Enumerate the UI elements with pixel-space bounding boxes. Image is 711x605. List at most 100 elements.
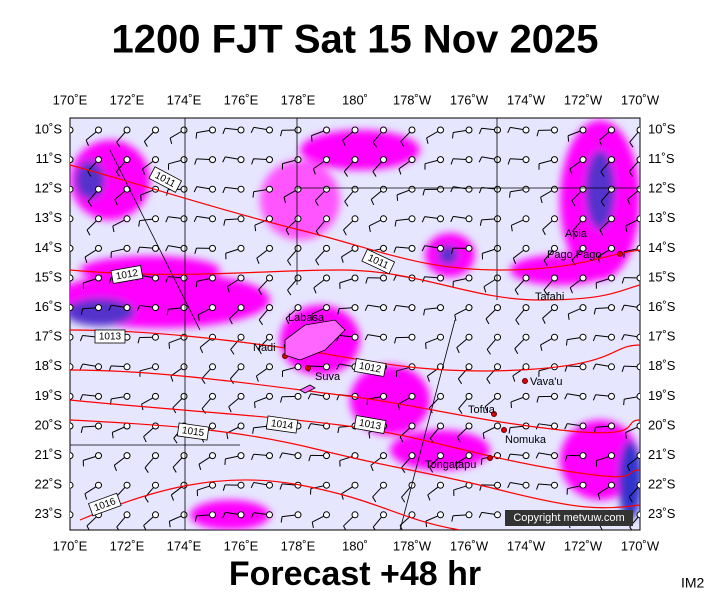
- wind-station: [580, 127, 586, 133]
- wind-station: [637, 453, 643, 459]
- lat-label: 10˚S: [35, 121, 63, 136]
- wind-station: [238, 512, 244, 518]
- wind-station: [295, 275, 301, 281]
- wind-station: [580, 423, 586, 429]
- place-name: Tafahi: [535, 291, 564, 303]
- wind-station: [324, 127, 330, 133]
- wind-station: [295, 393, 301, 399]
- wind-station: [67, 186, 73, 192]
- lat-label: 17˚S: [35, 329, 63, 344]
- wind-station: [210, 245, 216, 251]
- wind-station: [181, 157, 187, 163]
- wind-station: [124, 482, 130, 488]
- copyright: Copyright metvuw.com: [513, 512, 624, 524]
- wind-station: [210, 157, 216, 163]
- wind-station: [210, 512, 216, 518]
- lon-label: 176˚W: [450, 538, 489, 553]
- wind-barb-feather: [56, 522, 57, 528]
- footer: Forecast +48 hr: [229, 555, 481, 593]
- wind-station: [267, 541, 273, 547]
- wind-station: [181, 453, 187, 459]
- wind-station: [409, 305, 415, 311]
- wind-station: [153, 334, 159, 340]
- wind-station: [466, 305, 472, 311]
- wind-station: [67, 216, 73, 222]
- wind-station: [324, 364, 330, 370]
- wind-station: [124, 186, 130, 192]
- wind-station: [438, 453, 444, 459]
- wind-station: [181, 364, 187, 370]
- wind-station: [580, 186, 586, 192]
- wind-station: [267, 275, 273, 281]
- wind-station: [267, 482, 273, 488]
- lon-label: 178˚E: [281, 92, 316, 107]
- lat-label: 14˚S: [35, 240, 63, 255]
- lon-label: 172˚W: [564, 538, 603, 553]
- wind-barb-feather: [426, 343, 427, 349]
- wind-station: [637, 275, 643, 281]
- lon-label: 172˚E: [110, 538, 145, 553]
- wind-station: [495, 541, 501, 547]
- wind-station: [381, 541, 387, 547]
- wind-station: [352, 512, 358, 518]
- lat-label: 18˚S: [648, 358, 676, 373]
- wind-station: [466, 186, 472, 192]
- wind-station: [409, 186, 415, 192]
- place-dot: [502, 428, 507, 433]
- wind-barb-feather: [59, 260, 62, 265]
- wind-station: [523, 157, 529, 163]
- wind-station: [609, 305, 615, 311]
- wind-station: [124, 216, 130, 222]
- wind-station: [238, 423, 244, 429]
- wind-barb-feather: [629, 556, 632, 561]
- wind-station: [523, 186, 529, 192]
- wind-station: [181, 216, 187, 222]
- wind-station: [495, 275, 501, 281]
- wind-station: [381, 512, 387, 518]
- lon-label: 180˚: [342, 538, 368, 553]
- wind-station: [609, 186, 615, 192]
- wind-station: [238, 186, 244, 192]
- lat-label: 20˚S: [35, 417, 63, 432]
- lat-label: 18˚S: [35, 358, 63, 373]
- wind-station: [96, 423, 102, 429]
- lat-label: 14˚S: [648, 240, 676, 255]
- lon-label: 180˚: [342, 92, 368, 107]
- wind-barb-feather: [169, 343, 170, 349]
- wind-station: [523, 245, 529, 251]
- corner-label: IM2: [681, 575, 705, 591]
- wind-station: [352, 157, 358, 163]
- wind-station: [495, 482, 501, 488]
- wind-station: [210, 393, 216, 399]
- wind-station: [324, 216, 330, 222]
- wind-station: [238, 245, 244, 251]
- wind-station: [609, 482, 615, 488]
- wind-station: [96, 157, 102, 163]
- wind-station: [153, 541, 159, 547]
- lon-label: 174˚W: [507, 92, 546, 107]
- lon-label: 170˚E: [53, 92, 88, 107]
- wind-station: [210, 275, 216, 281]
- wind-station: [609, 275, 615, 281]
- wind-station: [495, 423, 501, 429]
- wind-station: [495, 186, 501, 192]
- wind-station: [409, 453, 415, 459]
- wind-barb-feather: [253, 192, 254, 198]
- wind-station: [124, 157, 130, 163]
- wind-station: [466, 127, 472, 133]
- lat-label: 22˚S: [35, 477, 63, 492]
- wind-station: [67, 334, 73, 340]
- wind-station: [381, 334, 387, 340]
- wind-barb-feather: [453, 133, 454, 139]
- wind-station: [352, 245, 358, 251]
- wind-station: [267, 512, 273, 518]
- wind-station: [267, 305, 273, 311]
- wind-station: [352, 334, 358, 340]
- wind-station: [495, 393, 501, 399]
- wind-barb-feather: [571, 555, 574, 560]
- wind-station: [580, 393, 586, 399]
- wind-station: [67, 305, 73, 311]
- isobar-label: 1013: [95, 330, 125, 343]
- wind-station: [96, 305, 102, 311]
- wind-station: [495, 127, 501, 133]
